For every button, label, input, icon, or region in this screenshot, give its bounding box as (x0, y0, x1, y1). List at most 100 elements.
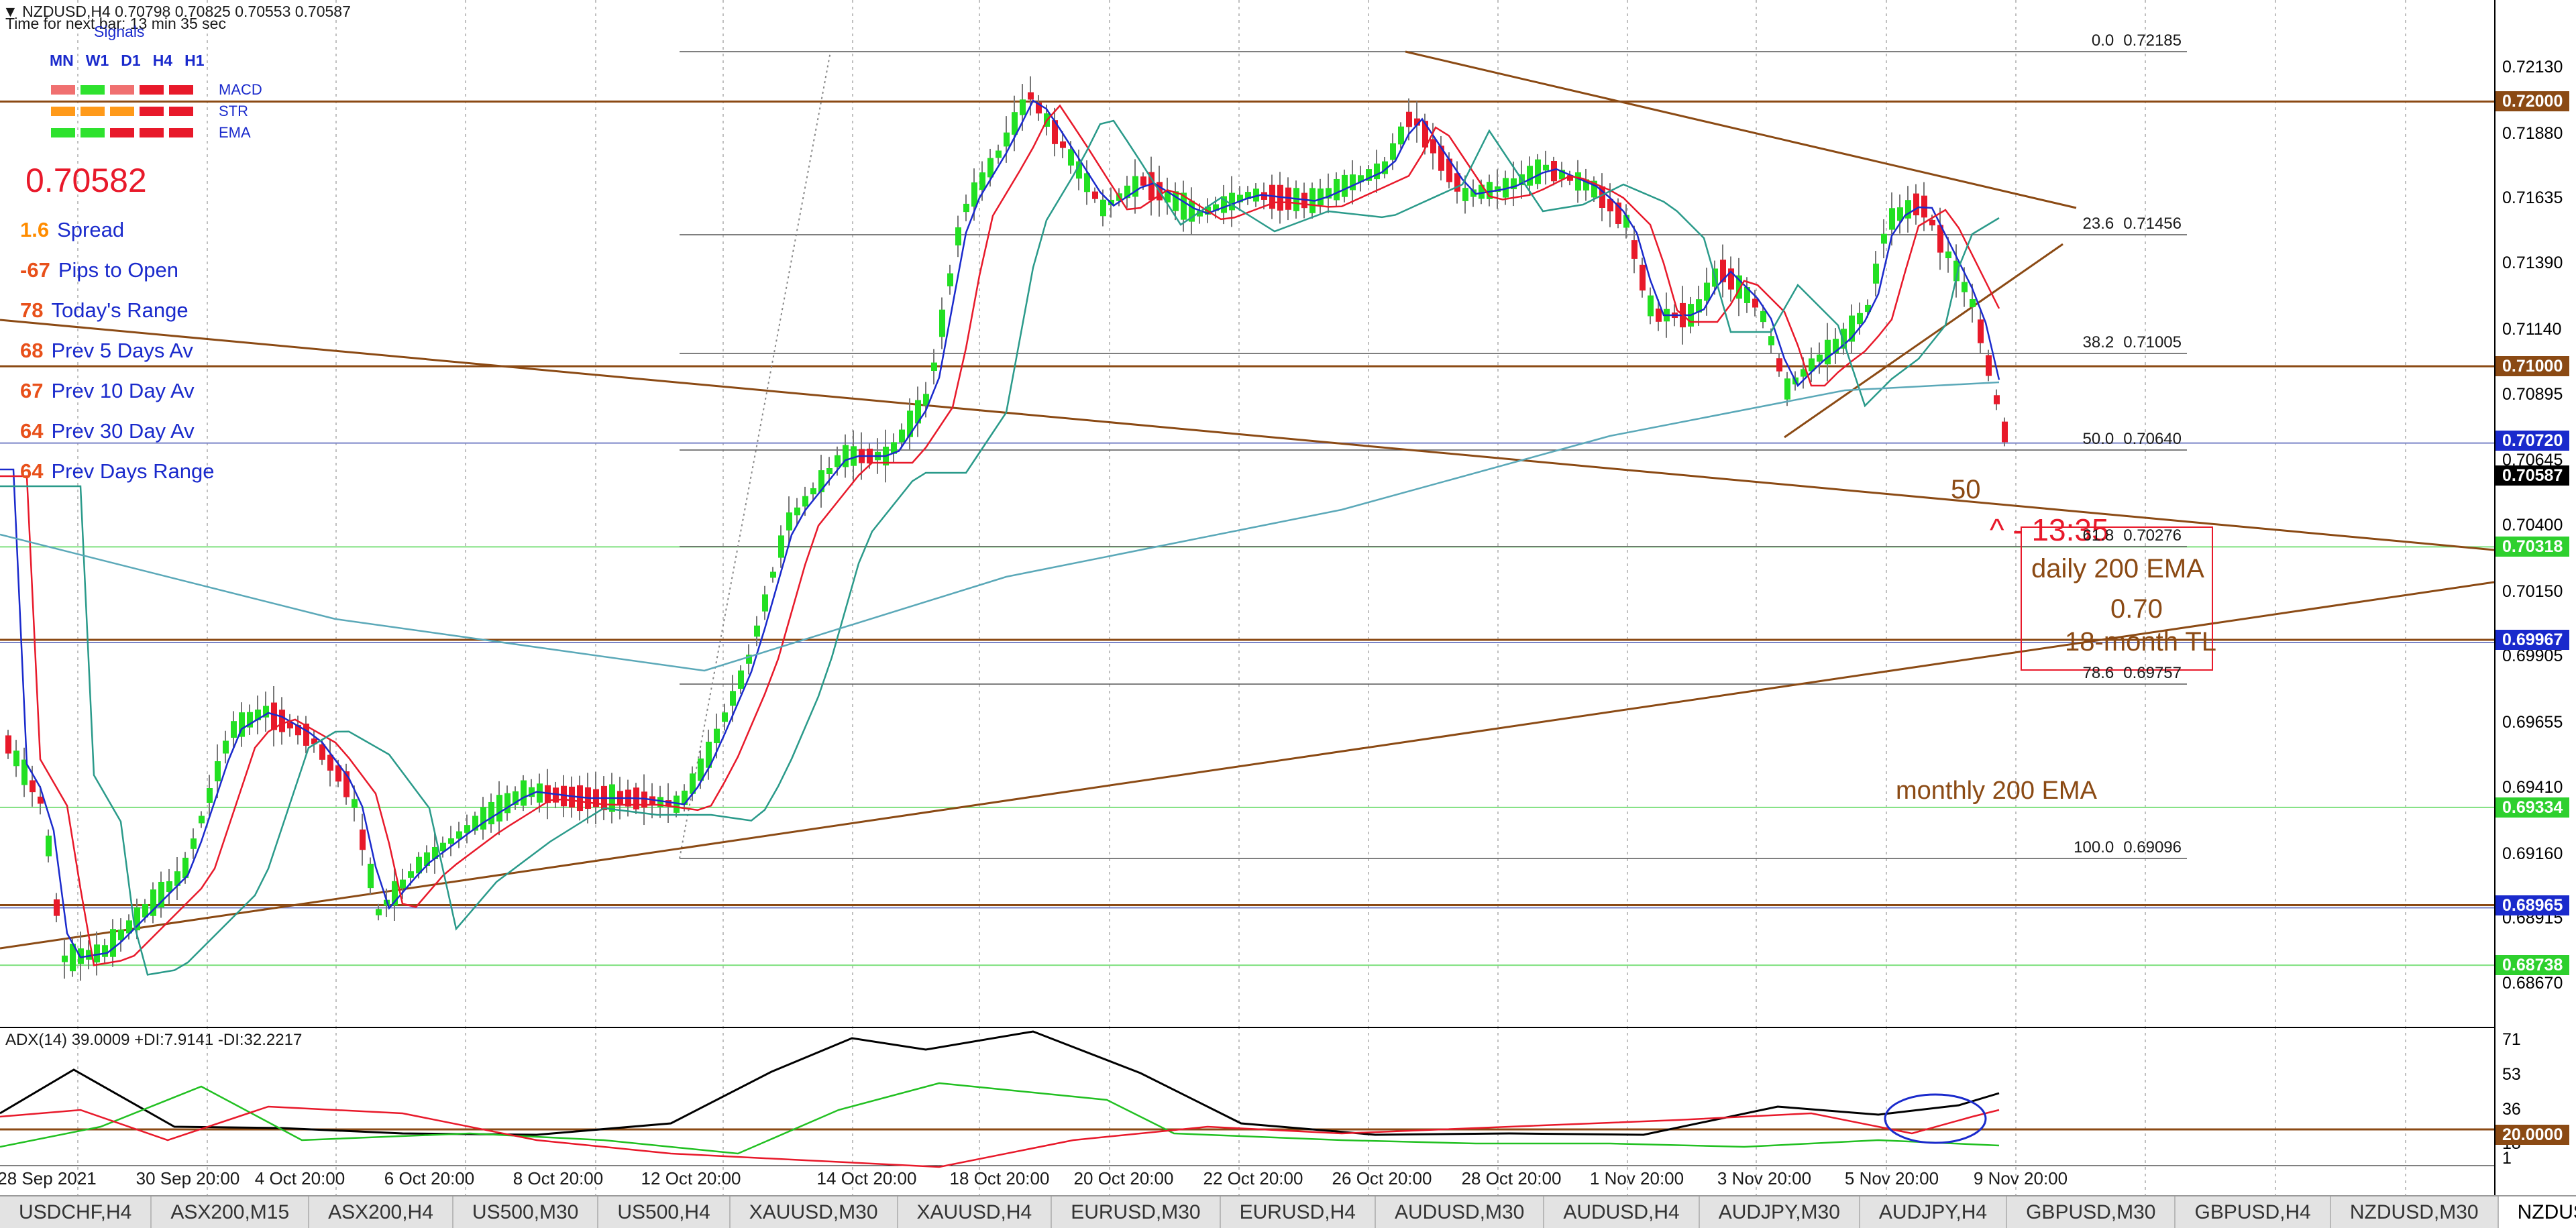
fib-label: 0.0 0.72185 (2033, 32, 2182, 50)
symbol-tab[interactable]: US500,M30 (453, 1196, 599, 1228)
stat-row: -67 Pips to Open (20, 258, 178, 282)
candle-body (1036, 102, 1042, 114)
candle-body (1446, 158, 1452, 182)
candle-body (392, 881, 398, 906)
candle-body (134, 907, 140, 931)
candle-body (1012, 112, 1018, 135)
price-tick-label: 0.68670 (2502, 974, 2563, 993)
stat-value: 78 (20, 298, 44, 322)
candle-body (191, 838, 197, 849)
symbol-tab[interactable]: USDCHF,H4 (0, 1196, 152, 1228)
candle-body (674, 795, 680, 813)
symbol-tab[interactable]: XAUUSD,M30 (731, 1196, 898, 1228)
candle-body (504, 793, 511, 814)
candle-body (1398, 126, 1404, 145)
adx-threshold-marker: 20.0000 (2496, 1125, 2569, 1145)
symbol-tab[interactable]: US500,H4 (598, 1196, 731, 1228)
price-chart[interactable] (0, 0, 2494, 1195)
time-tick-label: 14 Oct 20:00 (816, 1168, 917, 1188)
candle-body (1414, 118, 1420, 126)
annotation-daily-ema: daily 200 EMA (2031, 554, 2204, 583)
candle-body (1342, 174, 1348, 197)
fib-ratio: 0.0 (2091, 32, 2114, 50)
signal-row-label: STR (219, 103, 248, 119)
signal-row-macd (51, 85, 193, 95)
candle-body (561, 785, 567, 807)
candle-body (545, 785, 551, 803)
minus-di-line (0, 1105, 2000, 1168)
signal-cell (110, 107, 134, 116)
candle-body (1559, 170, 1565, 180)
fib-price: 0.71456 (2123, 215, 2182, 233)
symbol-tab[interactable]: AUDUSD,M30 (1376, 1196, 1545, 1228)
candle-body (432, 846, 438, 860)
candle-body (537, 783, 543, 803)
adx-tick-label: 36 (2502, 1100, 2521, 1119)
candle-body (102, 945, 108, 957)
symbol-tab[interactable]: NZDUSD,M30 (2331, 1196, 2499, 1228)
candle-body (786, 512, 792, 531)
symbol-tab[interactable]: GBPUSD,M30 (2007, 1196, 2176, 1228)
candle-body (464, 825, 470, 833)
candle-body (1543, 164, 1549, 171)
price-axis[interactable]: 0.72130 0.71880 0.71635 0.71390 0.71140 0.708… (2494, 0, 2576, 1195)
candle-body (199, 816, 205, 824)
candle-body (1028, 92, 1034, 100)
candle-body (352, 799, 358, 808)
candle-body (215, 761, 221, 781)
candle-body (1503, 178, 1509, 198)
candle-body (1865, 304, 1871, 313)
candle-body (54, 899, 60, 916)
symbol-tab[interactable]: EURUSD,M30 (1052, 1196, 1221, 1228)
candle-body (223, 740, 229, 754)
candle-body (13, 750, 19, 767)
candle-body (263, 706, 269, 718)
symbol-tab[interactable]: AUDJPY,M30 (1700, 1196, 1860, 1228)
candle-body (335, 765, 341, 782)
symbol-tab[interactable]: AUDJPY,H4 (1860, 1196, 2008, 1228)
candle-body (521, 780, 527, 806)
candle-body (1656, 309, 1662, 322)
candle-body (456, 831, 462, 839)
candle-body (1076, 161, 1082, 179)
candle-body (698, 758, 704, 781)
stat-label: Prev 10 Day Av (51, 379, 195, 402)
stat-row: 1.6 Spread (20, 218, 124, 242)
ema-fast-line (0, 99, 2000, 958)
candle-body (762, 594, 768, 612)
candle-body (1905, 200, 1911, 219)
symbol-tab[interactable]: ASX200,M15 (152, 1196, 310, 1228)
candle-body (1752, 298, 1758, 308)
fib-ratio: 23.6 (2082, 215, 2114, 233)
candle-body (2002, 421, 2008, 443)
stat-label: Today's Range (51, 298, 189, 322)
symbol-tab[interactable]: GBPUSD,H4 (2176, 1196, 2331, 1228)
candle-body (158, 881, 164, 908)
symbol-tab[interactable]: AUDUSD,H4 (1544, 1196, 1700, 1228)
symbol-tab[interactable]: XAUUSD,H4 (898, 1196, 1053, 1228)
symbol-tab[interactable]: ASX200,H4 (309, 1196, 453, 1228)
symbol-tab[interactable]: NZDUSD,H4 (2498, 1196, 2576, 1228)
price-marker: 0.70318 (2496, 537, 2569, 557)
candle-body (1809, 358, 1815, 372)
candle-body (706, 741, 712, 768)
fib-price: 0.70276 (2123, 526, 2182, 545)
signal-cell (80, 85, 105, 95)
candle-body (657, 797, 663, 807)
stat-label: Prev Days Range (51, 459, 215, 483)
fib-label: 38.2 0.71005 (2033, 333, 2182, 352)
fib-label: 61.8 0.70276 (2033, 526, 2182, 545)
candle-body (1873, 264, 1879, 284)
signals-timeframes: MN W1 D1 H4 H1 (50, 52, 205, 70)
candle-body (730, 691, 736, 706)
trend-line (0, 581, 2494, 950)
candle-body (1487, 182, 1493, 199)
candle-body (150, 889, 156, 916)
stat-value: -67 (20, 258, 50, 282)
adx-label: ADX(14) 39.0009 +DI:7.9141 -DI:32.2217 (5, 1031, 303, 1049)
time-tick-label: 20 Oct 20:00 (1073, 1168, 1174, 1188)
signal-cell (169, 107, 193, 116)
trend-line (0, 319, 2494, 551)
candle-body (1889, 208, 1895, 230)
symbol-tab[interactable]: EURUSD,H4 (1221, 1196, 1376, 1228)
